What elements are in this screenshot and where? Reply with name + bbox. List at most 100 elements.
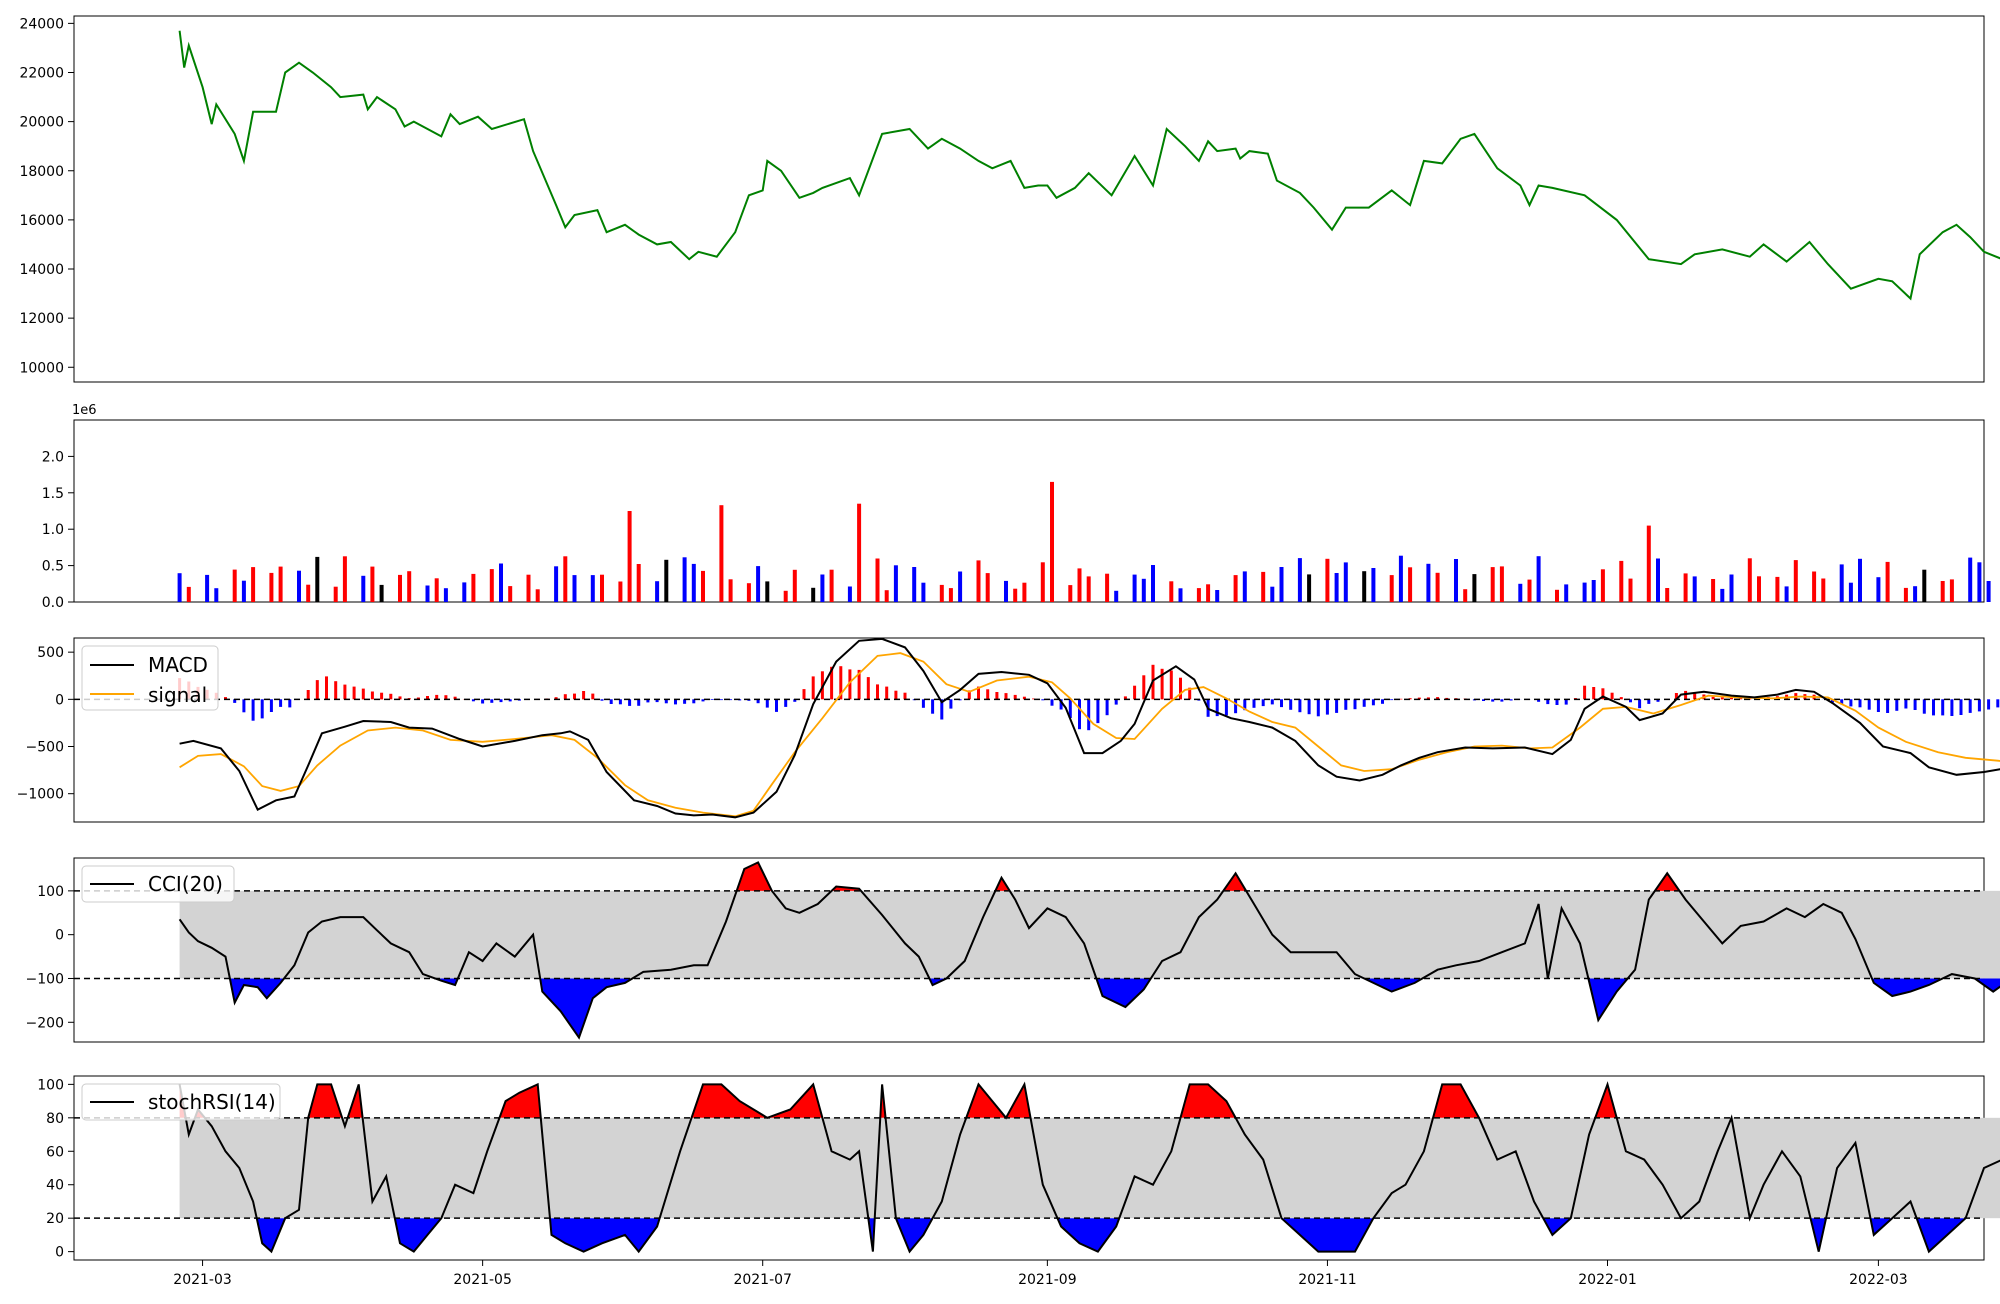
macd-hist-bar bbox=[1390, 699, 1393, 700]
macd-legend: MACD signal bbox=[82, 646, 218, 710]
macd-hist-bar bbox=[1611, 693, 1614, 700]
volume-bar bbox=[940, 585, 944, 602]
volume-bar bbox=[1362, 571, 1366, 602]
volume-bar bbox=[1592, 580, 1596, 602]
volume-bar bbox=[407, 571, 411, 602]
macd-hist-bar bbox=[1262, 699, 1265, 706]
y-tick-label: 12000 bbox=[19, 311, 64, 327]
x-tick-label: 2021-09 bbox=[1018, 1272, 1077, 1288]
macd-hist-bar bbox=[1234, 699, 1237, 713]
volume-bar bbox=[793, 570, 797, 602]
macd-hist-bar bbox=[1363, 699, 1366, 707]
macd-hist-bar bbox=[1969, 699, 1972, 713]
macd-hist-bar bbox=[481, 699, 484, 703]
volume-bar bbox=[848, 587, 852, 603]
volume-bar bbox=[1528, 580, 1532, 602]
y-tick-label: 20 bbox=[46, 1211, 64, 1227]
volume-bar bbox=[1234, 575, 1238, 602]
volume-bar bbox=[1280, 567, 1284, 602]
macd-hist-bar bbox=[1115, 699, 1118, 704]
macd-hist-bar bbox=[803, 689, 806, 699]
volume-bar bbox=[361, 576, 365, 602]
volume-bar bbox=[380, 585, 384, 602]
macd-hist-bar bbox=[1317, 699, 1320, 716]
macd-hist-bar bbox=[1298, 699, 1301, 712]
volume-bar bbox=[784, 591, 788, 602]
macd-hist-bar bbox=[1592, 687, 1595, 699]
volume-bar bbox=[1390, 575, 1394, 602]
volume-bar bbox=[471, 574, 475, 602]
macd-hist-bar bbox=[1051, 699, 1054, 705]
y-tick-label: 2.0 bbox=[42, 449, 64, 465]
volume-bar bbox=[1941, 581, 1945, 602]
volume-bar bbox=[1114, 591, 1118, 602]
y-tick-label: 24000 bbox=[19, 16, 64, 32]
macd-hist-bar bbox=[1335, 699, 1338, 713]
volume-bar bbox=[563, 556, 567, 602]
volume-bar bbox=[233, 570, 237, 602]
volume-bar bbox=[1179, 588, 1183, 602]
cci-neutral-band bbox=[180, 891, 2000, 979]
y-tick-label: 10000 bbox=[19, 360, 64, 376]
macd-hist-bar bbox=[1950, 699, 1953, 716]
macd-hist-bar bbox=[986, 689, 989, 699]
macd-hist-bar bbox=[362, 689, 365, 700]
macd-hist-bar bbox=[1491, 699, 1494, 701]
volume-bar bbox=[1426, 564, 1430, 602]
macd-hist-bar bbox=[1904, 699, 1907, 708]
macd-hist-bar bbox=[1344, 699, 1347, 710]
macd-hist-bar bbox=[573, 694, 576, 700]
volume-bar bbox=[435, 578, 439, 602]
macd-hist-bar bbox=[610, 699, 613, 704]
y-tick-label: 0 bbox=[55, 1245, 64, 1261]
volume-bar bbox=[343, 556, 347, 602]
volume-bar bbox=[664, 560, 668, 602]
volume-bar bbox=[279, 567, 283, 602]
volume-bar bbox=[1169, 581, 1173, 602]
volume-bar bbox=[1307, 574, 1311, 602]
volume-bar bbox=[1968, 558, 1972, 602]
volume-bar bbox=[1371, 568, 1375, 602]
macd-hist-bar bbox=[343, 685, 346, 700]
macd-hist-bar bbox=[995, 692, 998, 699]
macd-hist-bar bbox=[307, 690, 310, 699]
volume-bar bbox=[1904, 588, 1908, 602]
volume-bar bbox=[1004, 581, 1008, 602]
volume-bar bbox=[178, 573, 182, 602]
y-tick-label: 40 bbox=[46, 1178, 64, 1194]
macd-hist-bar bbox=[1087, 699, 1090, 730]
macd-hist-bar bbox=[904, 693, 907, 700]
macd-hist-bar bbox=[316, 680, 319, 699]
macd-hist-bar bbox=[1170, 671, 1173, 700]
volume-panel: 1e6 0.00.51.01.52.0 bbox=[42, 403, 2000, 611]
volume-bar bbox=[1913, 586, 1917, 602]
macd-hist-bar bbox=[490, 699, 493, 703]
volume-bar bbox=[297, 571, 301, 602]
volume-bar bbox=[269, 573, 273, 602]
macd-hist-bar bbox=[591, 694, 594, 700]
y-tick-label: 100 bbox=[37, 1077, 64, 1093]
cci-legend: CCI(20) bbox=[82, 866, 234, 902]
volume-bar bbox=[490, 569, 494, 602]
macd-hist-bar bbox=[1142, 675, 1145, 699]
volume-bar bbox=[591, 575, 595, 602]
volume-bar bbox=[1950, 579, 1954, 602]
volume-bar bbox=[1078, 568, 1082, 602]
volume-bar bbox=[1500, 566, 1504, 602]
macd-hist-bar bbox=[1849, 699, 1852, 706]
volume-bar bbox=[857, 504, 861, 602]
macd-hist-bar bbox=[711, 699, 714, 700]
volume-bar bbox=[1564, 584, 1568, 602]
volume-bar bbox=[1775, 577, 1779, 602]
volume-bar bbox=[1886, 562, 1890, 602]
y-tick-label: 18000 bbox=[19, 164, 64, 180]
volume-bar bbox=[986, 573, 990, 602]
volume-bar bbox=[1215, 590, 1219, 602]
volume-bar bbox=[1151, 565, 1155, 602]
volume-bar bbox=[1344, 562, 1348, 602]
price-axes-frame bbox=[74, 16, 1984, 382]
macd-hist-bar bbox=[1877, 699, 1880, 712]
volume-offset-text: 1e6 bbox=[72, 403, 97, 418]
volume-bar bbox=[334, 587, 338, 602]
